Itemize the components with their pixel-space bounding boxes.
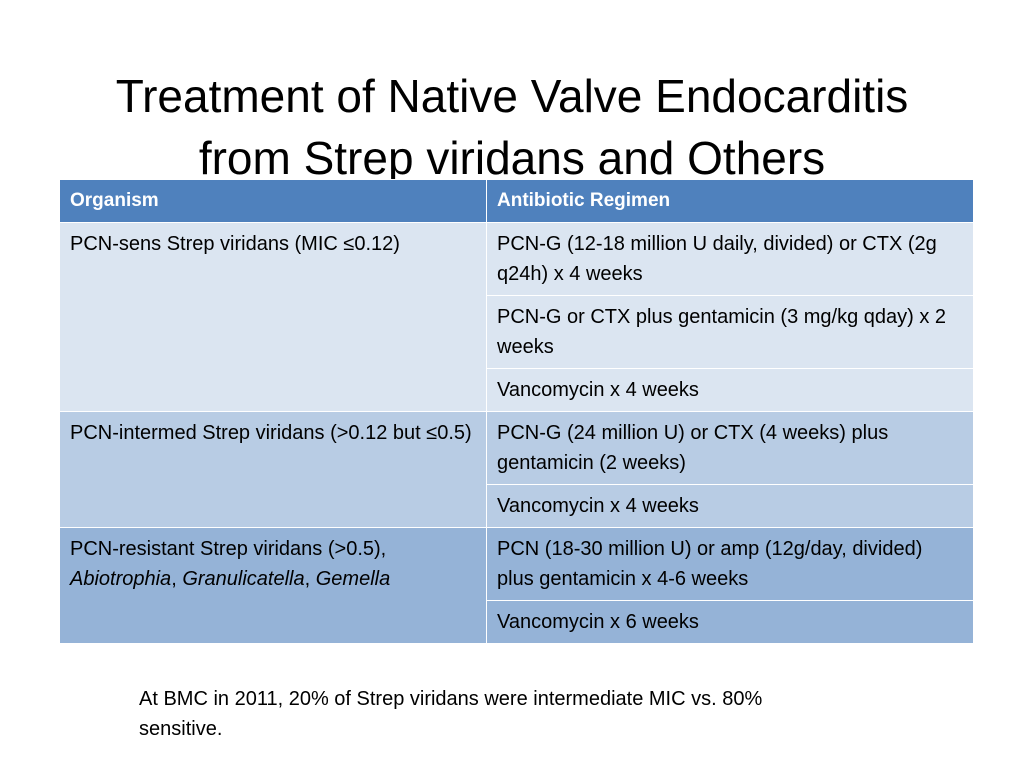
table-header-row: Organism Antibiotic Regimen <box>59 179 974 223</box>
organism-cell: PCN-resistant Strep viridans (>0.5), Abi… <box>59 527 487 644</box>
regimen-table: Organism Antibiotic Regimen PCN-sens Str… <box>59 179 974 644</box>
regimen-cell: Vancomycin x 6 weeks <box>486 600 974 644</box>
organism-separator: , <box>304 568 316 590</box>
organism-cell: PCN-sens Strep viridans (MIC ≤0.12) <box>59 222 487 412</box>
organism-cell: PCN-intermed Strep viridans (>0.12 but ≤… <box>59 411 487 528</box>
table-row: Vancomycin x 6 weeks <box>60 600 974 644</box>
regimen-cell: PCN-G or CTX plus gentamicin (3 mg/kg qd… <box>486 295 974 369</box>
column-header-regimen: Antibiotic Regimen <box>486 179 974 223</box>
footnote: At BMC in 2011, 20% of Strep viridans we… <box>139 688 763 740</box>
regimen-cell: Vancomycin x 4 weeks <box>486 368 974 412</box>
table-row: PCN-resistant Strep viridans (>0.5), Abi… <box>59 527 974 644</box>
organism-genus: Abiotrophia <box>70 568 172 590</box>
table-row: Vancomycin x 4 weeks <box>60 484 974 528</box>
regimen-cell: PCN-G (24 million U) or CTX (4 weeks) pl… <box>486 411 974 485</box>
slide-title: Treatment of Native Valve Endocarditis f… <box>40 65 984 189</box>
regimen-cell: Vancomycin x 4 weeks <box>486 484 974 528</box>
column-header-organism: Organism <box>59 179 487 223</box>
regimen-cell: PCN-G (12-18 million U daily, divided) o… <box>486 222 974 296</box>
organism-genus: Gemella <box>315 568 391 590</box>
organism-separator: , <box>171 568 183 590</box>
table-row: PCN-intermed Strep viridans (>0.12 but ≤… <box>59 411 974 528</box>
table-row: PCN-G or CTX plus gentamicin (3 mg/kg qd… <box>60 295 974 369</box>
slide-title-line-2: from Strep viridans and Others <box>198 131 826 184</box>
organism-genus: Granulicatella <box>182 568 305 590</box>
organism-text: PCN-resistant Strep viridans (>0.5), <box>70 538 387 560</box>
regimen-cell: PCN (18-30 million U) or amp (12g/day, d… <box>486 527 974 601</box>
slide-title-line-1: Treatment of Native Valve Endocarditis <box>115 69 909 122</box>
table-row: PCN-sens Strep viridans (MIC ≤0.12) PCN-… <box>59 222 974 412</box>
